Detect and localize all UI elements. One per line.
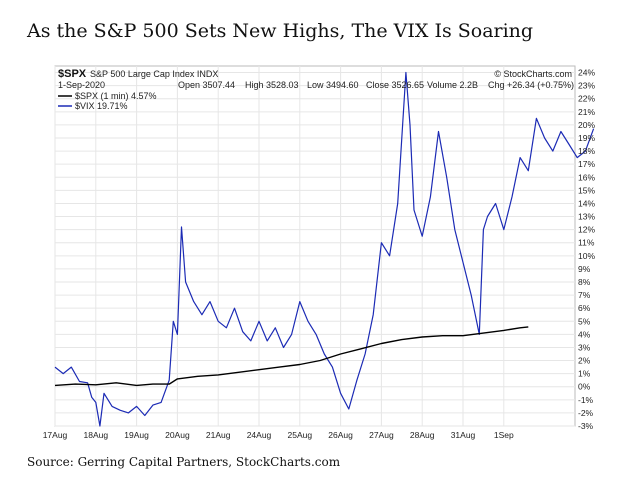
y-tick-label: 23% [578,81,595,91]
y-tick-label: 1% [578,369,591,379]
y-tick-label: 9% [578,264,591,274]
y-tick-label: 7% [578,290,591,300]
x-tick-label: 24Aug [247,430,272,440]
x-tick-label: 26Aug [328,430,353,440]
y-tick-label: 21% [578,107,595,117]
header-open: Open 3507.44 [178,80,235,90]
x-tick-label: 27Aug [369,430,394,440]
legend-label-spx: $SPX (1 min) 4.57% [75,91,157,101]
source-note: Source: Gerring Capital Partners, StockC… [27,455,341,469]
y-axis: -3% -2% -1% 0% 1% 2% 3% 4% 5% 6% 7% 8% 9% 10% 11% 12% 13… [578,68,595,431]
chart-grid [54,66,575,427]
x-tick-label: 17Aug [43,430,68,440]
y-tick-label: 4% [578,329,591,339]
y-tick-label: 3% [578,342,591,352]
header-change: Chg +26.34 (+0.75%) [488,80,574,90]
x-tick-label: 21Aug [206,430,231,440]
x-tick-label: 19Aug [124,430,149,440]
y-tick-label: -2% [578,408,594,418]
x-tick-label: 20Aug [165,430,190,440]
y-tick-label: 18% [578,146,595,156]
x-tick-label: 18Aug [84,430,109,440]
header-index-name: S&P 500 Large Cap Index INDX [90,69,218,79]
spx-series-line [54,326,529,387]
header-close: Close 3526.65 [366,80,424,90]
header-high: High 3528.03 [245,80,299,90]
y-tick-label: 24% [578,68,595,78]
y-tick-label: 15% [578,185,595,195]
y-tick-label: 16% [578,172,595,182]
y-tick-label: 14% [578,198,595,208]
y-tick-label: -1% [578,395,594,405]
y-tick-label: 2% [578,356,591,366]
x-tick-label: 28Aug [410,430,435,440]
y-tick-label: 22% [578,94,595,104]
page-title: As the S&P 500 Sets New Highs, The VIX I… [27,20,534,42]
y-tick-label: -3% [578,421,594,431]
legend-label-vix: $VIX 19.71% [75,101,128,111]
y-tick-label: 0% [578,382,591,392]
x-tick-label: 1Sep [494,430,514,440]
y-tick-label: 19% [578,133,595,143]
y-tick-label: 6% [578,303,591,313]
stockcharts-brand: © StockCharts.com [494,69,572,79]
y-tick-label: 11% [578,238,595,248]
x-axis: 17Aug 18Aug 19Aug 20Aug 21Aug 24Aug 25Aug 26Aug… [43,430,514,440]
y-tick-label: 20% [578,120,595,130]
y-tick-label: 17% [578,159,595,169]
header-low: Low 3494.60 [307,80,359,90]
chart-plot-area [54,71,595,427]
header-date: 1-Sep-2020 [58,80,105,90]
y-tick-label: 13% [578,212,595,222]
vix-series-line [54,71,595,427]
chart-frame [54,65,576,427]
x-tick-label: 31Aug [451,430,476,440]
y-tick-label: 10% [578,251,595,261]
header-symbol: $SPX [58,68,87,80]
y-tick-label: 5% [578,316,591,326]
y-tick-label: 12% [578,225,595,235]
y-tick-label: 8% [578,277,591,287]
x-tick-label: 25Aug [288,430,313,440]
header-volume: Volume 2.2B [427,80,478,90]
